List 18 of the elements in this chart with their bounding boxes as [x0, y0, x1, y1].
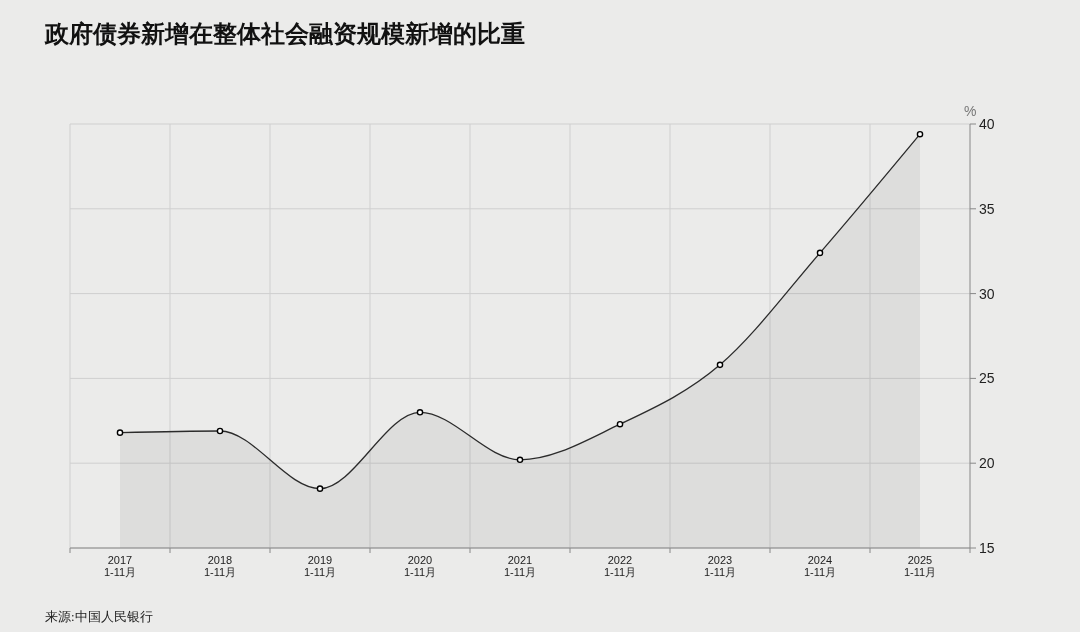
y-tick-label: 25	[979, 370, 995, 387]
x-tick-label: 2023 1-11月	[703, 554, 737, 578]
y-tick-label: 30	[979, 285, 995, 302]
x-tick-label: 2019 1-11月	[303, 554, 337, 578]
y-tick-label: 15	[979, 540, 995, 556]
y-axis-title: %	[964, 103, 977, 119]
x-tick-label: 2022 1-11月	[603, 554, 637, 578]
x-tick-label: 2021 1-11月	[503, 554, 537, 578]
x-tick-label: 2017 1-11月	[103, 554, 137, 578]
y-tick-label: 35	[979, 200, 995, 217]
x-tick-label: 2020 1-11月	[403, 554, 437, 578]
chart-title: 政府债券新增在整体社会融资规模新增的比重	[44, 20, 525, 47]
x-tick-label: 2018 1-11月	[203, 554, 237, 578]
x-tick-label: 2025 1-11月	[903, 554, 937, 578]
y-tick-label: 40	[979, 116, 995, 132]
x-tick-label: 2024 1-11月	[803, 554, 837, 578]
source-note: 来源:中国人民银行	[45, 609, 153, 624]
y-tick-label: 20	[979, 455, 995, 472]
